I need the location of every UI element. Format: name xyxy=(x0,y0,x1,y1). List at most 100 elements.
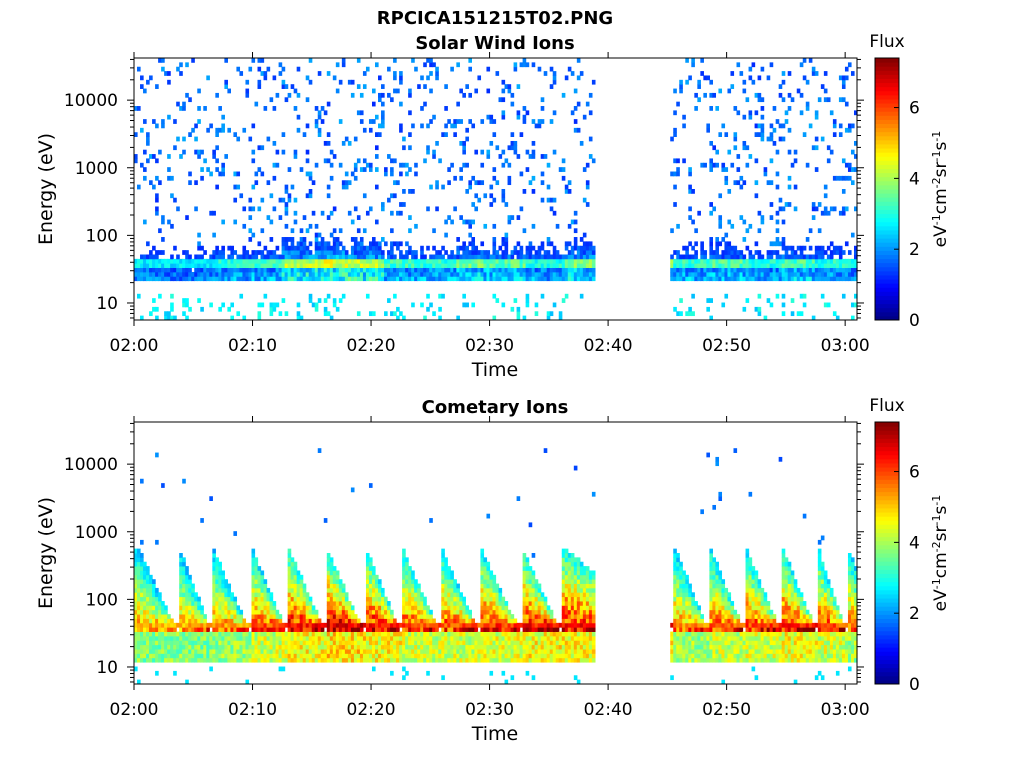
spectrogram-cell xyxy=(438,631,442,637)
spectrogram-cell xyxy=(365,258,370,264)
spectrogram-cell xyxy=(730,71,735,76)
spectrogram-cell xyxy=(796,267,801,273)
spectrogram-cell xyxy=(278,267,283,273)
spectrogram-cell xyxy=(441,263,445,268)
spectrogram-cell xyxy=(468,627,472,632)
spectrogram-cell xyxy=(137,657,141,663)
spectrogram-cell xyxy=(820,245,825,251)
spectrogram-cell xyxy=(137,557,141,563)
spectrogram-cell xyxy=(709,267,713,273)
spectrogram-cell xyxy=(143,596,147,602)
spectrogram-cell xyxy=(251,123,256,129)
spectrogram-cell xyxy=(323,635,328,641)
spectrogram-cell xyxy=(799,254,804,260)
spectrogram-cell xyxy=(299,596,304,602)
spectrogram-cell xyxy=(465,267,469,273)
spectrogram-cell xyxy=(161,271,165,277)
spectrogram-cell xyxy=(399,250,403,255)
spectrogram-cell xyxy=(826,158,831,164)
spectrogram-cell xyxy=(251,653,256,659)
spectrogram-cell xyxy=(402,601,406,606)
spectrogram-cell xyxy=(191,58,195,63)
spectrogram-cell xyxy=(474,88,479,94)
spectrogram-cell xyxy=(489,609,494,615)
spectrogram-cell xyxy=(754,92,759,98)
spectrogram-cell xyxy=(381,267,385,273)
spectrogram-cell xyxy=(338,592,343,598)
spectrogram-cell xyxy=(284,202,289,207)
spectrogram-cell xyxy=(495,635,500,641)
spectrogram-cell xyxy=(332,601,337,606)
spectrogram-cell xyxy=(495,649,500,654)
spectrogram-cell xyxy=(272,267,277,273)
spectrogram-cell xyxy=(537,276,542,282)
spectrogram-cell xyxy=(751,267,756,273)
spectrogram-cell xyxy=(453,276,457,282)
spectrogram-cell xyxy=(371,622,376,628)
spectrogram-cell xyxy=(450,592,454,598)
spectrogram-cell xyxy=(272,140,277,146)
spectrogram-cell xyxy=(540,154,545,159)
spectrogram-cell xyxy=(209,496,213,501)
spectrogram-cell xyxy=(272,649,277,654)
spectrogram-cell xyxy=(215,566,219,571)
spectrogram-cell xyxy=(362,267,367,273)
spectrogram-cell xyxy=(748,223,753,229)
spectrogram-cell xyxy=(335,592,340,598)
spectrogram-cell xyxy=(814,267,819,273)
spectrogram-cell xyxy=(817,258,822,264)
spectrogram-cell xyxy=(682,114,686,120)
spectrogram-cell xyxy=(847,127,852,133)
spectrogram-cell xyxy=(480,561,485,567)
spectrogram-cell xyxy=(480,579,485,584)
spectrogram-cell xyxy=(453,271,457,277)
spectrogram-cell xyxy=(137,631,141,637)
spectrogram-cell xyxy=(420,627,424,632)
spectrogram-cell xyxy=(808,58,813,63)
spectrogram-cell xyxy=(411,627,415,632)
spectrogram-cell xyxy=(573,263,578,268)
spectrogram-cell xyxy=(781,206,786,212)
spectrogram-cell xyxy=(450,66,454,72)
spectrogram-cell xyxy=(368,311,373,317)
spectrogram-cell xyxy=(709,245,713,251)
spectrogram-cell xyxy=(317,132,322,137)
spectrogram-cell xyxy=(390,622,394,628)
spectrogram-cell xyxy=(561,267,566,273)
spectrogram-cell xyxy=(423,601,427,606)
spectrogram-cell xyxy=(350,219,355,225)
spectrogram-cell xyxy=(335,62,340,68)
spectrogram-cell xyxy=(375,596,379,602)
spectrogram-cell xyxy=(486,609,491,615)
spectrogram-cell xyxy=(474,653,479,659)
spectrogram-cell xyxy=(371,119,376,124)
spectrogram-cell xyxy=(820,136,825,142)
spectrogram-cell xyxy=(531,149,536,155)
spectrogram-cell xyxy=(739,184,744,190)
spectrogram-cell xyxy=(411,596,415,602)
spectrogram-cell xyxy=(236,276,241,282)
spectrogram-cell xyxy=(302,587,307,593)
spectrogram-cell xyxy=(426,276,430,282)
spectrogram-cell xyxy=(134,640,138,646)
spectrogram-cell xyxy=(718,132,723,137)
spectrogram-cell xyxy=(290,644,295,650)
spectrogram-cell xyxy=(149,254,153,260)
spectrogram-cell xyxy=(251,649,256,654)
spectrogram-cell xyxy=(251,271,256,277)
spectrogram-cell xyxy=(405,635,409,641)
colorbar-segment xyxy=(875,229,899,235)
spectrogram-cell xyxy=(197,631,201,637)
spectrogram-cell xyxy=(778,276,783,282)
spectrogram-cell xyxy=(158,263,162,268)
spectrogram-cell xyxy=(332,657,337,663)
spectrogram-cell xyxy=(368,657,373,663)
spectrogram-cell xyxy=(239,653,244,659)
spectrogram-cell xyxy=(730,84,735,89)
spectrogram-cell xyxy=(480,276,485,282)
spectrogram-cell xyxy=(688,258,692,264)
spectrogram-cell xyxy=(272,175,277,181)
spectrogram-cell xyxy=(296,267,301,273)
spectrogram-cell xyxy=(534,254,539,260)
spectrogram-cell xyxy=(215,276,219,282)
